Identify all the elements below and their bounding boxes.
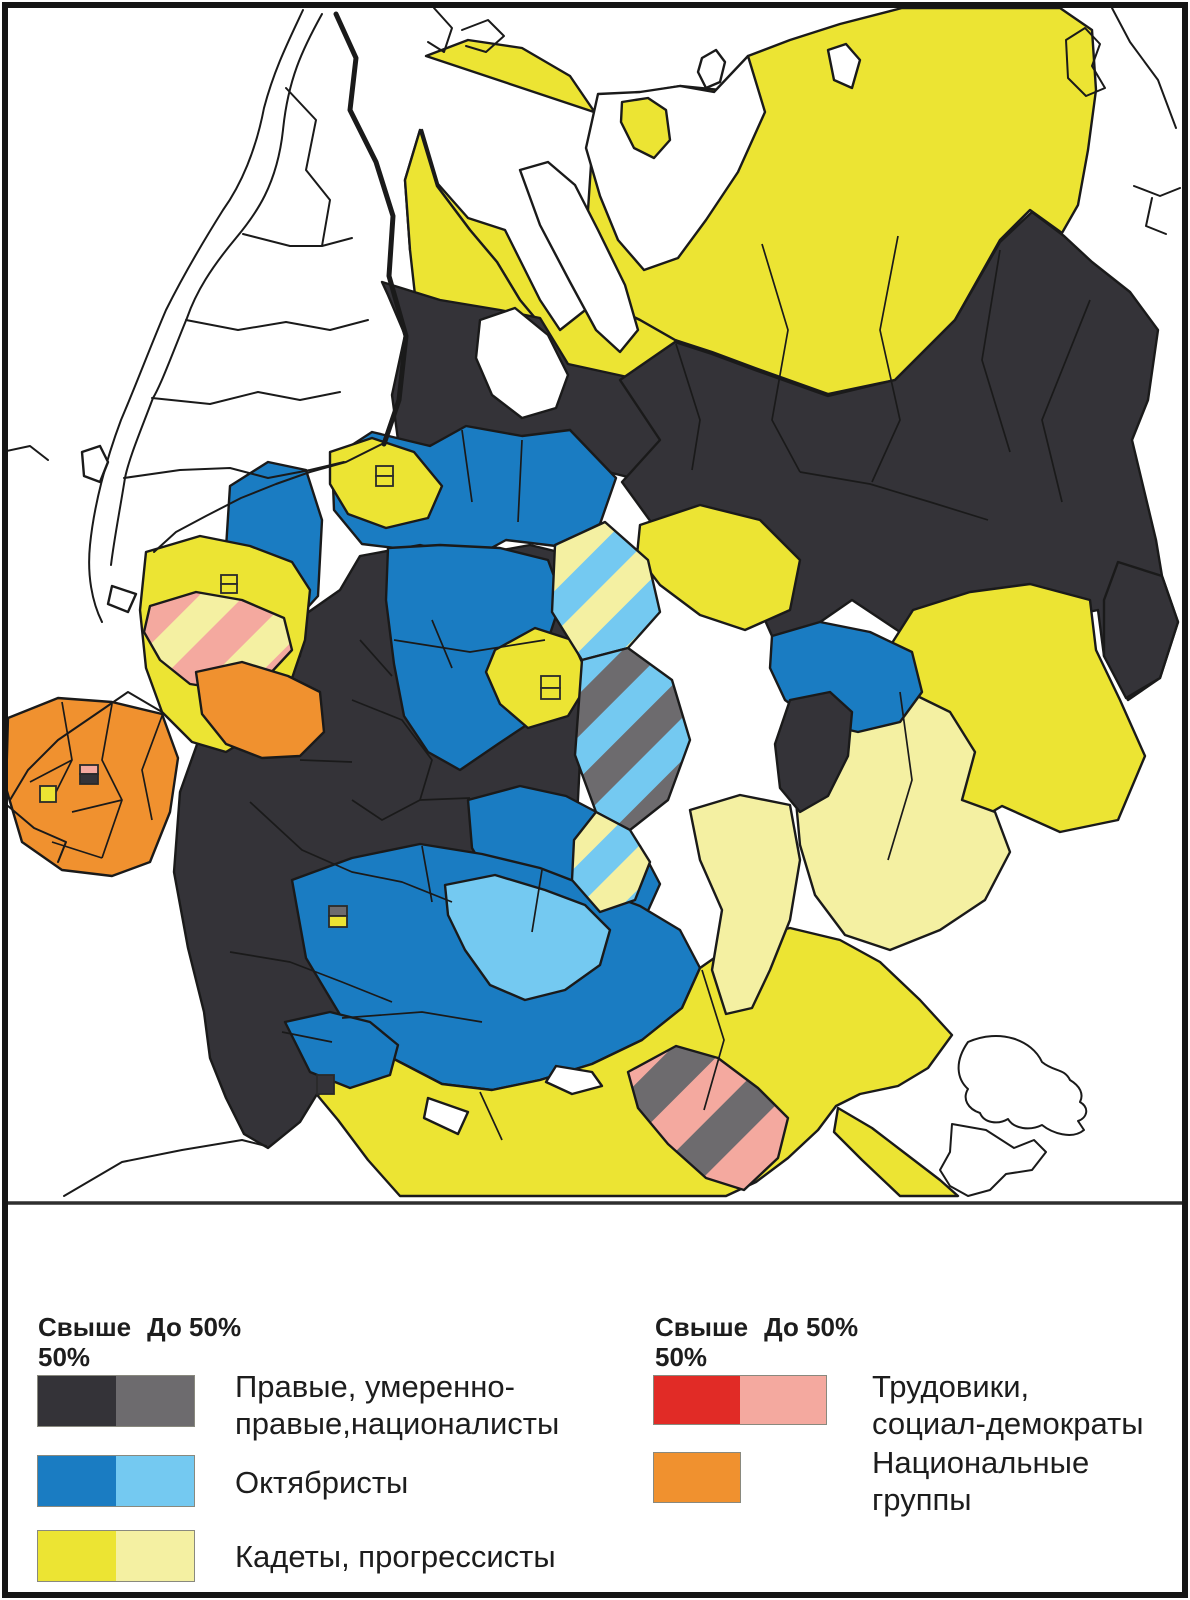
swatch-rightists-under [116,1376,194,1426]
region-poland-national-groups [6,696,180,878]
legend-left-header: Свыше До 50% 50% [38,1312,241,1372]
region-ural-rightists [1102,560,1180,700]
region-caucasus-strip-kadets [832,1106,960,1198]
legend-col-over-label: Свыше [655,1312,749,1342]
region-kharkov-octobrists-under [443,873,612,1002]
region-moscow-kadets [484,626,592,730]
legend-swatch-trudoviks [653,1375,827,1425]
swatch-octobrists-over [38,1456,116,1506]
swatch-kadets-under [116,1531,194,1581]
legend-col-over-label: Свыше [38,1312,132,1342]
district-borders [29,235,1091,1141]
city-marker-split-yellow-icon [220,574,238,594]
legend-swatch-kadets [37,1530,195,1582]
swatch-trudoviks-under [740,1376,826,1424]
swatch-national-groups [654,1453,740,1502]
city-marker-dark-icon [316,1074,335,1095]
city-marker-gray-yellow-icon [328,905,348,928]
legend-label-kadets: Кадеты, прогрессисты [235,1539,556,1574]
legend-label-national-groups: Национальные группы [872,1445,1090,1517]
legend-col-over-label2: 50% [38,1342,91,1372]
legend-label-trudoviks: Трудовики, социал-демократы [872,1369,1144,1441]
legend-right-header: Свыше До 50% 50% [655,1312,858,1372]
legend-col-under-label: До 50% [147,1312,242,1342]
city-markers [39,465,561,1095]
region-voronezh-kadets-under [688,793,802,1016]
legend-swatch-rightists [37,1375,195,1427]
region-stripes-octobrists-kadets [550,520,662,662]
city-marker-yellow-icon [39,785,57,803]
sea-of-azov [544,1064,604,1096]
legend-swatch-octobrists [37,1455,195,1507]
region-kazan-rightists [773,690,854,814]
swatch-kadets-over [38,1531,116,1581]
lake-ladoga [474,306,570,420]
legend-col-over-label2: 50% [655,1342,708,1372]
region-kovno-national-groups [194,660,326,760]
city-marker-split-yellow-icon [375,465,394,487]
legend-swatch-national-groups [653,1452,741,1503]
legend-label-octobrists: Октябристы [235,1465,409,1500]
region-kandalaksha-tongue [619,96,672,160]
region-stripes-kadets-octobrists [570,810,652,914]
region-stripes-octobrists-rightists [573,646,692,832]
coastlines [6,7,1181,1197]
legend-label-rightists: Правые, умеренно- правые,националисты [235,1369,560,1441]
legend-col-under-label: До 50% [764,1312,859,1342]
lake-onega [518,160,640,354]
swatch-octobrists-under [116,1456,194,1506]
crimea-gulf [422,1096,470,1136]
city-marker-split-yellow-icon [540,675,561,700]
swatch-trudoviks-over [654,1376,740,1424]
city-marker-pink-dark-icon [79,764,99,785]
swatch-rightists-over [38,1376,116,1426]
region-caucasus-stripes-trudoviks-rightists [626,1044,790,1192]
coast-notch [826,42,862,90]
